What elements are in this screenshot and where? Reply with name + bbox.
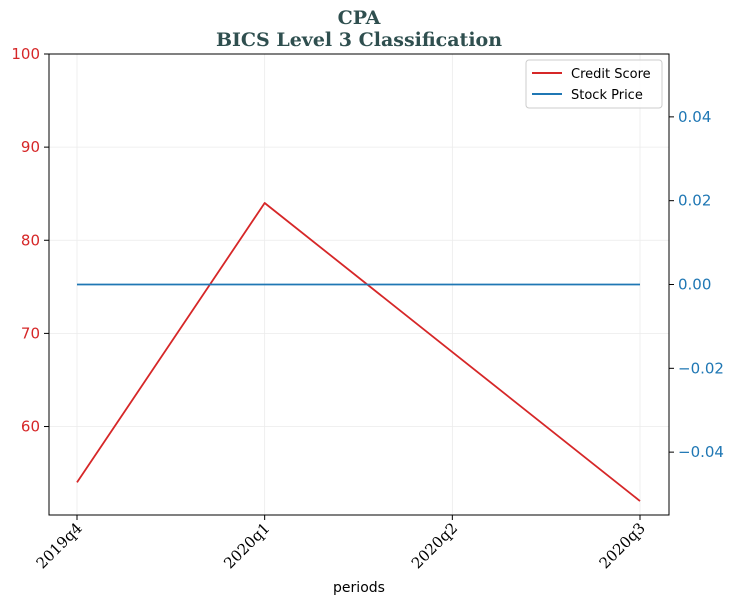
right-tick-label: −0.02 xyxy=(678,359,724,377)
right-tick-label: −0.04 xyxy=(678,443,724,461)
chart-title: CPA xyxy=(338,7,381,29)
legend-label-credit-score: Credit Score xyxy=(571,67,651,82)
x-axis: 2019q4 2020q1 2020q2 2020q3 xyxy=(33,515,649,572)
left-tick-label: 80 xyxy=(21,231,40,249)
left-tick-label: 100 xyxy=(11,45,40,63)
left-tick-label: 90 xyxy=(21,138,40,156)
chart-subtitle: BICS Level 3 Classification xyxy=(216,29,502,51)
x-tick-label: 2019q4 xyxy=(33,519,86,572)
x-tick-label: 2020q2 xyxy=(408,519,461,572)
right-tick-label: 0.00 xyxy=(678,276,711,294)
left-tick-label: 60 xyxy=(21,418,40,436)
left-tick-label: 70 xyxy=(21,324,40,342)
x-tick-label: 2020q3 xyxy=(596,519,649,572)
right-tick-label: 0.02 xyxy=(678,192,711,210)
series-lines xyxy=(76,202,641,502)
legend: Credit Score Stock Price xyxy=(525,59,663,109)
left-y-axis: 60 70 80 90 100 xyxy=(11,45,49,436)
right-y-axis: −0.04 −0.02 0.00 0.02 0.04 xyxy=(669,108,724,461)
x-axis-label: periods xyxy=(333,580,385,596)
legend-label-stock-price: Stock Price xyxy=(571,88,643,103)
series-line-credit-score xyxy=(76,202,641,502)
x-tick-label: 2020q1 xyxy=(220,519,273,572)
right-tick-label: 0.04 xyxy=(678,108,711,126)
